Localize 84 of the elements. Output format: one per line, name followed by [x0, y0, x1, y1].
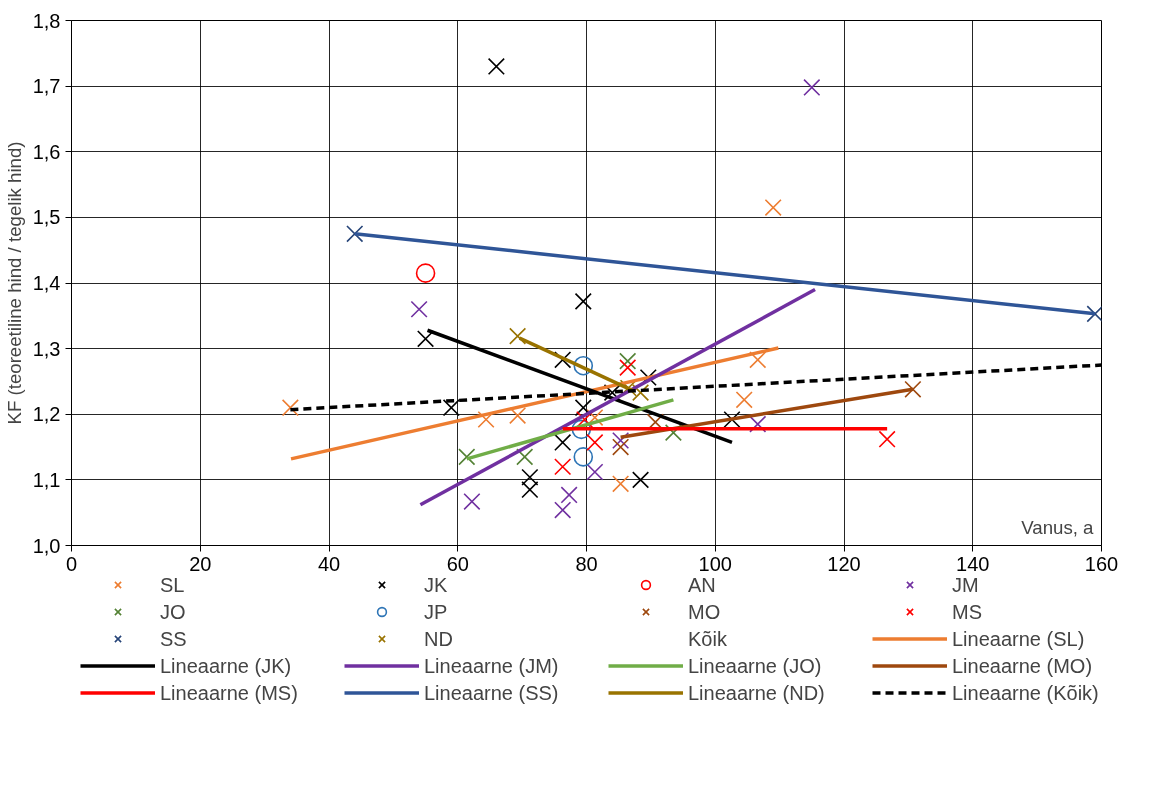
legend-label: JK [424, 573, 449, 596]
point [749, 351, 767, 369]
point [560, 486, 578, 504]
point [612, 431, 630, 450]
x-tick-label: 160 [1084, 552, 1119, 575]
x-tick-label: 80 [575, 552, 598, 575]
legend-label: Lineaarne (MO) [952, 654, 1094, 677]
y-tick-label: 1,2 [32, 403, 61, 426]
y-tick-label: 1,4 [32, 272, 61, 294]
legend-label: JM [952, 573, 980, 596]
point [612, 475, 630, 493]
y-tick-label: 1,8 [32, 9, 61, 32]
point [878, 430, 896, 448]
point [281, 399, 299, 417]
point [764, 198, 782, 217]
point [749, 415, 767, 433]
point [477, 410, 495, 429]
point [803, 78, 821, 97]
x-tick-label: 0 [65, 552, 78, 575]
point [410, 300, 428, 318]
text: Kõik [688, 627, 728, 650]
point [904, 380, 922, 398]
legend-label: Lineaarne (ND) [688, 681, 826, 704]
point [509, 327, 527, 345]
y-tick-label: 1,3 [32, 337, 61, 360]
legend-label: Lineaarne (JM) [424, 654, 560, 677]
point [619, 359, 637, 377]
x-axis-title: Vanus, a [1021, 516, 1095, 538]
point [509, 406, 527, 425]
point [415, 263, 436, 283]
point [574, 292, 592, 310]
y-axis-title: KF (teoreetiline hind / tegelik hind) [3, 141, 25, 425]
point [574, 399, 592, 417]
legend-label: Lineaarne (Kõik) [952, 681, 1100, 704]
x-tick-label: 100 [698, 552, 732, 575]
point [586, 463, 604, 481]
point [612, 438, 630, 456]
point [521, 481, 539, 499]
point [632, 471, 650, 489]
point [442, 399, 460, 417]
y-tick-label: 1,1 [32, 468, 61, 491]
legend-label: SL [160, 573, 186, 596]
point [416, 330, 435, 348]
legend-label: ND [424, 627, 454, 650]
point [619, 352, 637, 370]
y-tick-label: 1,0 [32, 534, 61, 557]
legend-label: JP [424, 600, 449, 623]
y-tick-label: 1,5 [32, 206, 61, 229]
x-tick-label: 40 [317, 552, 341, 575]
legend-label: MS [952, 600, 983, 623]
point [346, 225, 364, 243]
x-tick-label: 20 [189, 552, 212, 575]
legend-label: Lineaarne (JK) [160, 654, 293, 677]
point [735, 391, 753, 409]
legend-label: Lineaarne (SS) [424, 681, 560, 704]
x-tick-label: 140 [956, 552, 990, 575]
point [458, 448, 476, 466]
point [1086, 305, 1102, 323]
point [487, 57, 505, 76]
point [516, 448, 534, 466]
legend-label: JO [160, 600, 187, 623]
legend-label: MO [688, 600, 722, 623]
point [554, 351, 572, 369]
legend-label: Lineaarne (MS) [160, 681, 299, 704]
point [586, 433, 604, 452]
point [554, 458, 572, 476]
point [573, 447, 594, 467]
point [554, 501, 572, 519]
x-tick-label: 120 [827, 552, 861, 575]
point [571, 419, 592, 440]
y-tick-label: 1,7 [32, 75, 61, 98]
point [573, 355, 594, 376]
point [723, 410, 741, 429]
legend-label: SS [160, 627, 188, 650]
legend-label: AN [688, 573, 717, 596]
point [664, 424, 682, 442]
point [575, 410, 594, 429]
y-tick-label: 1,6 [32, 140, 61, 163]
point [554, 433, 572, 452]
legend-label: Lineaarne (SL) [952, 627, 1086, 650]
legend-label: Lineaarne (JO) [688, 654, 823, 677]
x-tick-label: 60 [446, 552, 469, 575]
point [521, 468, 539, 486]
point [463, 492, 481, 511]
